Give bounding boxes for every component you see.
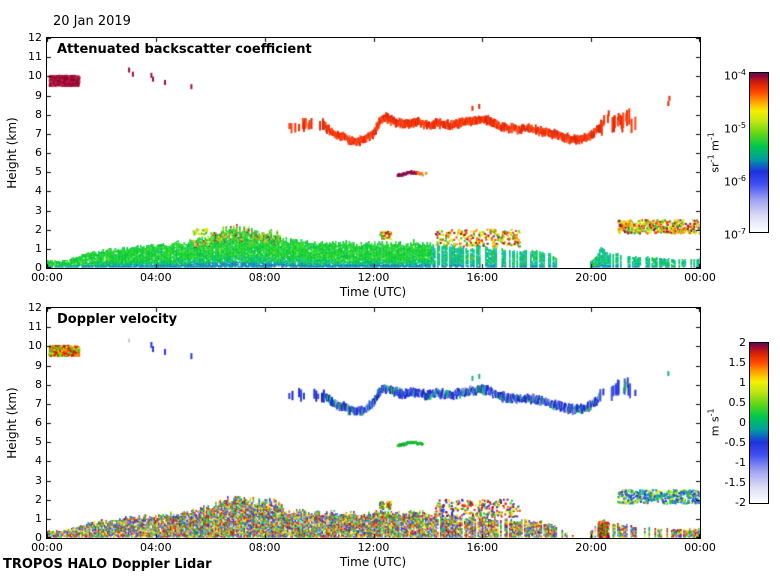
colorbar-tick-label: 1.5 <box>728 356 747 369</box>
velocity-plot-canvas <box>46 307 701 539</box>
backscatter-colorbar <box>749 72 769 233</box>
colorbar-tick-label: -1.5 <box>724 476 746 489</box>
y-tick-label: 5 <box>35 165 42 179</box>
colorbar-tick-label: -0.5 <box>724 436 746 449</box>
date-label: 20 Jan 2019 <box>53 14 131 29</box>
colorbar-tick-label: 10-7 <box>724 227 746 242</box>
colorbar-tick-label: -1 <box>735 456 746 469</box>
y-tick-label: 8 <box>35 377 42 391</box>
y-tick-label: 1 <box>35 241 42 255</box>
y-tick-label: 10 <box>28 339 42 353</box>
x-tick-label: 00:00 <box>684 271 716 284</box>
x-tick-label: 16:00 <box>466 271 499 284</box>
y-tick-label: 4 <box>35 184 42 198</box>
x-tick-label: 00:00 <box>31 271 63 284</box>
instrument-label: TROPOS HALO Doppler Lidar <box>3 557 212 572</box>
y-tick-label: 11 <box>28 50 42 64</box>
x-tick-label: 12:00 <box>357 541 390 554</box>
y-tick-label: 12 <box>28 31 42 44</box>
x-tick-label: 04:00 <box>139 271 172 284</box>
x-tick-label: 12:00 <box>357 271 390 284</box>
colorbar-tick-label: -2 <box>735 496 746 509</box>
panel-title-velocity: Doppler velocity <box>57 312 178 327</box>
backscatter-plot-canvas <box>46 37 701 269</box>
x-tick-label: 16:00 <box>466 541 499 554</box>
y-tick-label: 2 <box>35 222 42 236</box>
y-tick-label: 11 <box>28 320 42 334</box>
y-tick-label: 5 <box>35 435 42 449</box>
x-tick-label: 04:00 <box>139 541 172 554</box>
x-axis-label-backscatter: Time (UTC) <box>339 285 407 299</box>
x-tick-label: 20:00 <box>575 271 607 284</box>
y-tick-label: 6 <box>35 416 42 429</box>
y-tick-label: 0 <box>35 261 42 274</box>
y-tick-label: 4 <box>35 454 42 468</box>
y-tick-label: 6 <box>35 146 42 159</box>
x-tick-label: 08:00 <box>248 541 281 554</box>
colorbar-tick-label: 2 <box>739 336 746 349</box>
y-tick-label: 2 <box>35 492 42 506</box>
x-axis-label-velocity: Time (UTC) <box>339 555 407 569</box>
panel-title-backscatter: Attenuated backscatter coefficient <box>57 42 312 57</box>
y-tick-label: 7 <box>35 126 42 140</box>
y-tick-label: 9 <box>35 88 42 102</box>
colorbar-tick-label: 10-6 <box>724 174 746 189</box>
y-tick-label: 7 <box>35 396 42 410</box>
velocity-colorbar <box>749 342 769 504</box>
x-tick-label: 00:00 <box>684 541 716 554</box>
y-tick-label: 3 <box>35 473 42 487</box>
y-tick-label: 1 <box>35 511 42 525</box>
x-tick-label: 20:00 <box>575 541 607 554</box>
y-tick-label: 9 <box>35 358 42 372</box>
colorbar-tick-label: 10-4 <box>724 68 746 83</box>
y-tick-label: 8 <box>35 107 42 121</box>
colorbar-tick-label: 1 <box>739 376 746 389</box>
colorbar-tick-label: 10-5 <box>724 121 746 136</box>
y-tick-label: 12 <box>28 301 42 314</box>
y-tick-label: 3 <box>35 203 42 217</box>
x-tick-label: 08:00 <box>248 271 281 284</box>
x-tick-label: 00:00 <box>31 541 63 554</box>
y-tick-label: 0 <box>35 531 42 544</box>
y-tick-label: 10 <box>28 69 42 83</box>
backscatter-colorbar-unit: sr-1 m-1 <box>706 132 722 173</box>
colorbar-tick-label: 0.5 <box>728 396 747 409</box>
colorbar-tick-label: 0 <box>739 416 746 429</box>
